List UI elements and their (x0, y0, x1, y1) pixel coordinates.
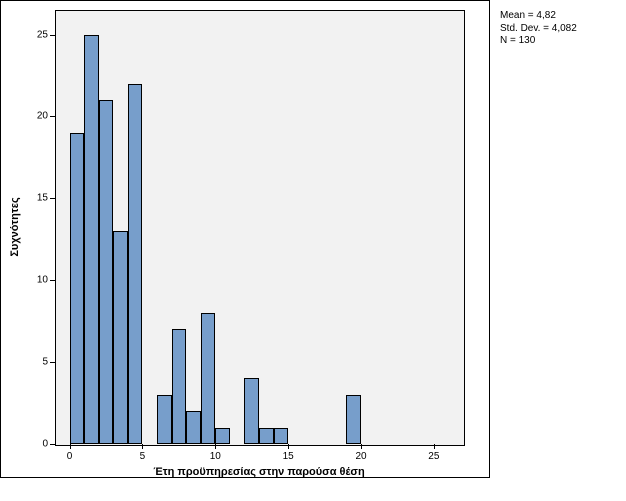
stats-box: Mean = 4,82Std. Dev. = 4,082N = 130 (500, 10, 577, 48)
y-tick (50, 280, 55, 281)
histogram-bar (99, 100, 114, 444)
stat-mean: Mean = 4,82 (500, 10, 577, 23)
x-tick-label: 5 (140, 451, 146, 462)
x-tick-label: 25 (428, 451, 439, 462)
x-tick-label: 20 (355, 451, 366, 462)
histogram-bar (113, 231, 128, 444)
histogram-bar (186, 411, 201, 444)
x-tick (361, 444, 362, 449)
y-tick-label: 20 (30, 111, 48, 122)
y-tick (50, 198, 55, 199)
histogram-bar (259, 428, 274, 444)
x-tick (142, 444, 143, 449)
histogram-bar (201, 313, 216, 444)
histogram-bar (346, 395, 361, 444)
y-tick (50, 35, 55, 36)
x-tick (288, 444, 289, 449)
x-tick (70, 444, 71, 449)
y-tick (50, 444, 55, 445)
y-tick-label: 0 (30, 439, 48, 450)
x-tick-label: 15 (283, 451, 294, 462)
stat-std: Std. Dev. = 4,082 (500, 23, 577, 36)
histogram-bar (128, 84, 143, 444)
x-tick-label: 0 (67, 451, 73, 462)
histogram-bar (172, 329, 187, 444)
y-tick (50, 116, 55, 117)
histogram-bar (274, 428, 289, 444)
histogram-bar (157, 395, 172, 444)
histogram-bar (70, 133, 85, 444)
histogram-bar (84, 35, 99, 444)
histogram-bar (215, 428, 230, 444)
y-axis-label: Συχνότητες (9, 197, 21, 256)
x-axis-label: Έτη προϋπηρεσίας στην παρούσα θέση (153, 466, 364, 478)
y-tick-label: 15 (30, 193, 48, 204)
x-tick (215, 444, 216, 449)
stat-n: N = 130 (500, 35, 577, 48)
y-tick (50, 362, 55, 363)
x-tick (434, 444, 435, 449)
histogram-chart: 0 5 10 15 20 25 0 5 10 15 20 25 Έτη προϋπηρεσίας στη… (0, 0, 626, 501)
y-tick-label: 25 (30, 29, 48, 40)
x-tick-label: 10 (210, 451, 221, 462)
y-tick-label: 5 (30, 357, 48, 368)
y-tick-label: 10 (30, 275, 48, 286)
histogram-bar (244, 378, 259, 444)
